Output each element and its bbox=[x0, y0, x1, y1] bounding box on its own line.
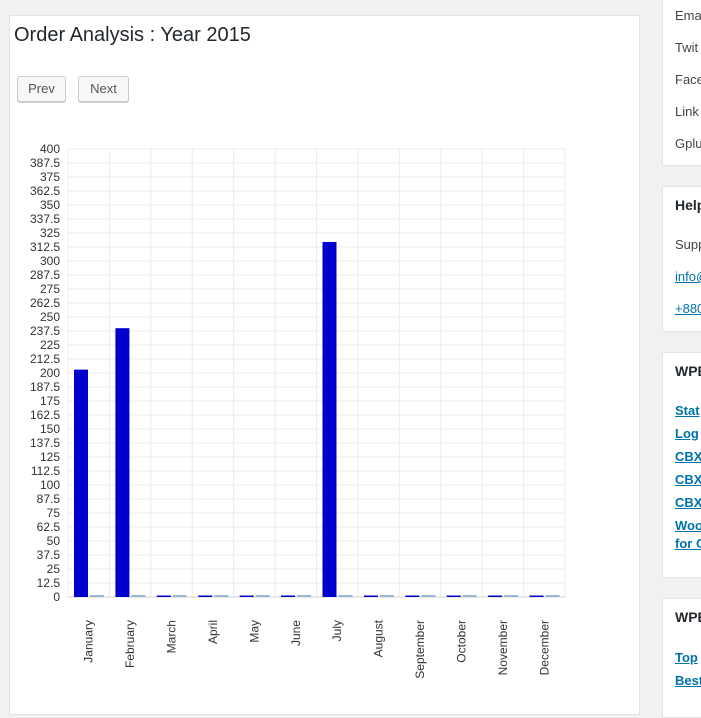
y-tick-label: 375 bbox=[40, 170, 60, 184]
x-tick-label: September bbox=[413, 620, 427, 679]
reports-heading: WPE bbox=[675, 609, 701, 625]
y-tick-label: 100 bbox=[40, 478, 60, 492]
bar-series-1 bbox=[488, 595, 503, 597]
y-tick-label: 400 bbox=[40, 142, 60, 156]
bar-series-2 bbox=[255, 595, 270, 597]
bar-series-1 bbox=[446, 595, 461, 597]
share-email[interactable]: Ema bbox=[675, 8, 701, 23]
y-tick-label: 87.5 bbox=[37, 492, 61, 506]
y-tick-label: 137.5 bbox=[30, 436, 60, 450]
bar-series-1 bbox=[363, 595, 378, 597]
bar-series-2 bbox=[297, 595, 312, 597]
y-tick-label: 200 bbox=[40, 366, 60, 380]
x-tick-label: April bbox=[206, 620, 220, 644]
help-heading: Help bbox=[675, 197, 701, 213]
plugin-link-cbx-3[interactable]: CBX bbox=[675, 495, 701, 510]
bar-series-1 bbox=[74, 369, 88, 597]
page-title: Order Analysis : Year 2015 bbox=[14, 24, 251, 46]
bar-series-1 bbox=[239, 595, 254, 597]
next-button[interactable]: Next bbox=[78, 76, 129, 102]
y-tick-label: 125 bbox=[40, 450, 60, 464]
y-tick-label: 262.5 bbox=[30, 296, 60, 310]
y-tick-label: 0 bbox=[53, 590, 60, 604]
y-tick-label: 250 bbox=[40, 310, 60, 324]
support-email-link[interactable]: info@ bbox=[675, 269, 701, 284]
y-tick-label: 212.5 bbox=[30, 352, 60, 366]
y-tick-label: 75 bbox=[47, 506, 61, 520]
bar-series-2 bbox=[462, 595, 477, 597]
plugin-link-log[interactable]: Log bbox=[675, 426, 699, 441]
plugin-link-stat[interactable]: Stat bbox=[675, 403, 700, 418]
bar-series-2 bbox=[379, 595, 394, 597]
y-tick-label: 25 bbox=[47, 562, 61, 576]
bar-series-1 bbox=[405, 595, 420, 597]
bar-series-2 bbox=[421, 595, 436, 597]
y-tick-label: 12.5 bbox=[37, 576, 61, 590]
plugin-link-woo[interactable]: Woo bbox=[675, 518, 701, 533]
x-tick-label: October bbox=[454, 620, 468, 663]
bar-series-2 bbox=[545, 595, 560, 597]
y-tick-label: 362.5 bbox=[30, 184, 60, 198]
y-tick-label: 350 bbox=[40, 198, 60, 212]
x-tick-label: July bbox=[330, 620, 344, 641]
bar-series-1 bbox=[198, 595, 213, 597]
help-widget: Help Supp info@ +880 bbox=[662, 186, 701, 332]
plugin-link-woo-line2[interactable]: for C bbox=[675, 536, 701, 551]
y-tick-label: 312.5 bbox=[30, 240, 60, 254]
y-tick-label: 237.5 bbox=[30, 324, 60, 338]
bar-series-2 bbox=[131, 595, 146, 597]
y-tick-label: 287.5 bbox=[30, 268, 60, 282]
x-tick-label: August bbox=[372, 619, 386, 657]
plugin-link-cbx-1[interactable]: CBX bbox=[675, 449, 701, 464]
y-tick-label: 37.5 bbox=[37, 548, 61, 562]
bar-series-1 bbox=[115, 328, 130, 597]
y-tick-label: 162.5 bbox=[30, 408, 60, 422]
y-tick-label: 275 bbox=[40, 282, 60, 296]
plugins-heading: WPE bbox=[675, 363, 701, 379]
order-chart: 012.52537.55062.57587.5100112.5125137.51… bbox=[30, 142, 566, 679]
y-tick-label: 187.5 bbox=[30, 380, 60, 394]
y-tick-label: 300 bbox=[40, 254, 60, 268]
plugins-widget: WPE Stat Log CBX CBX CBX Woo for C bbox=[662, 352, 701, 578]
bar-series-2 bbox=[90, 595, 104, 597]
x-tick-label: March bbox=[165, 620, 179, 653]
y-tick-label: 62.5 bbox=[37, 520, 61, 534]
bar-series-1 bbox=[281, 595, 296, 597]
plugin-link-cbx-2[interactable]: CBX bbox=[675, 472, 701, 487]
x-tick-label: May bbox=[247, 620, 261, 643]
x-tick-label: December bbox=[537, 620, 551, 675]
bar-series-1 bbox=[156, 595, 171, 597]
y-tick-label: 150 bbox=[40, 422, 60, 436]
y-tick-label: 337.5 bbox=[30, 212, 60, 226]
bar-series-1 bbox=[322, 241, 337, 597]
bar-series-1 bbox=[529, 595, 544, 597]
bar-series-2 bbox=[214, 595, 229, 597]
x-tick-label: February bbox=[123, 620, 137, 668]
bar-series-2 bbox=[172, 595, 187, 597]
share-widget: Ema Twit Face Link Gplu bbox=[662, 0, 701, 166]
support-phone-link[interactable]: +880 bbox=[675, 301, 701, 316]
y-tick-label: 225 bbox=[40, 338, 60, 352]
share-linkedin[interactable]: Link bbox=[675, 104, 699, 119]
share-gplus[interactable]: Gplu bbox=[675, 136, 701, 151]
bar-series-2 bbox=[338, 595, 353, 597]
y-tick-label: 325 bbox=[40, 226, 60, 240]
y-tick-label: 112.5 bbox=[31, 464, 60, 478]
share-twitter[interactable]: Twit bbox=[675, 40, 699, 55]
x-tick-label: June bbox=[289, 620, 303, 646]
y-tick-label: 50 bbox=[47, 534, 61, 548]
share-facebook[interactable]: Face bbox=[675, 72, 701, 87]
bar-series-2 bbox=[504, 595, 519, 597]
report-link-best[interactable]: Best bbox=[675, 673, 701, 688]
x-tick-label: January bbox=[82, 620, 96, 663]
support-text: Supp bbox=[675, 237, 701, 252]
y-tick-label: 387.5 bbox=[30, 156, 60, 170]
report-link-top[interactable]: Top bbox=[675, 650, 698, 665]
y-tick-label: 175 bbox=[40, 394, 60, 408]
reports-widget: WPE Top Best bbox=[662, 598, 701, 718]
x-tick-label: November bbox=[496, 620, 510, 675]
prev-button[interactable]: Prev bbox=[17, 76, 66, 102]
